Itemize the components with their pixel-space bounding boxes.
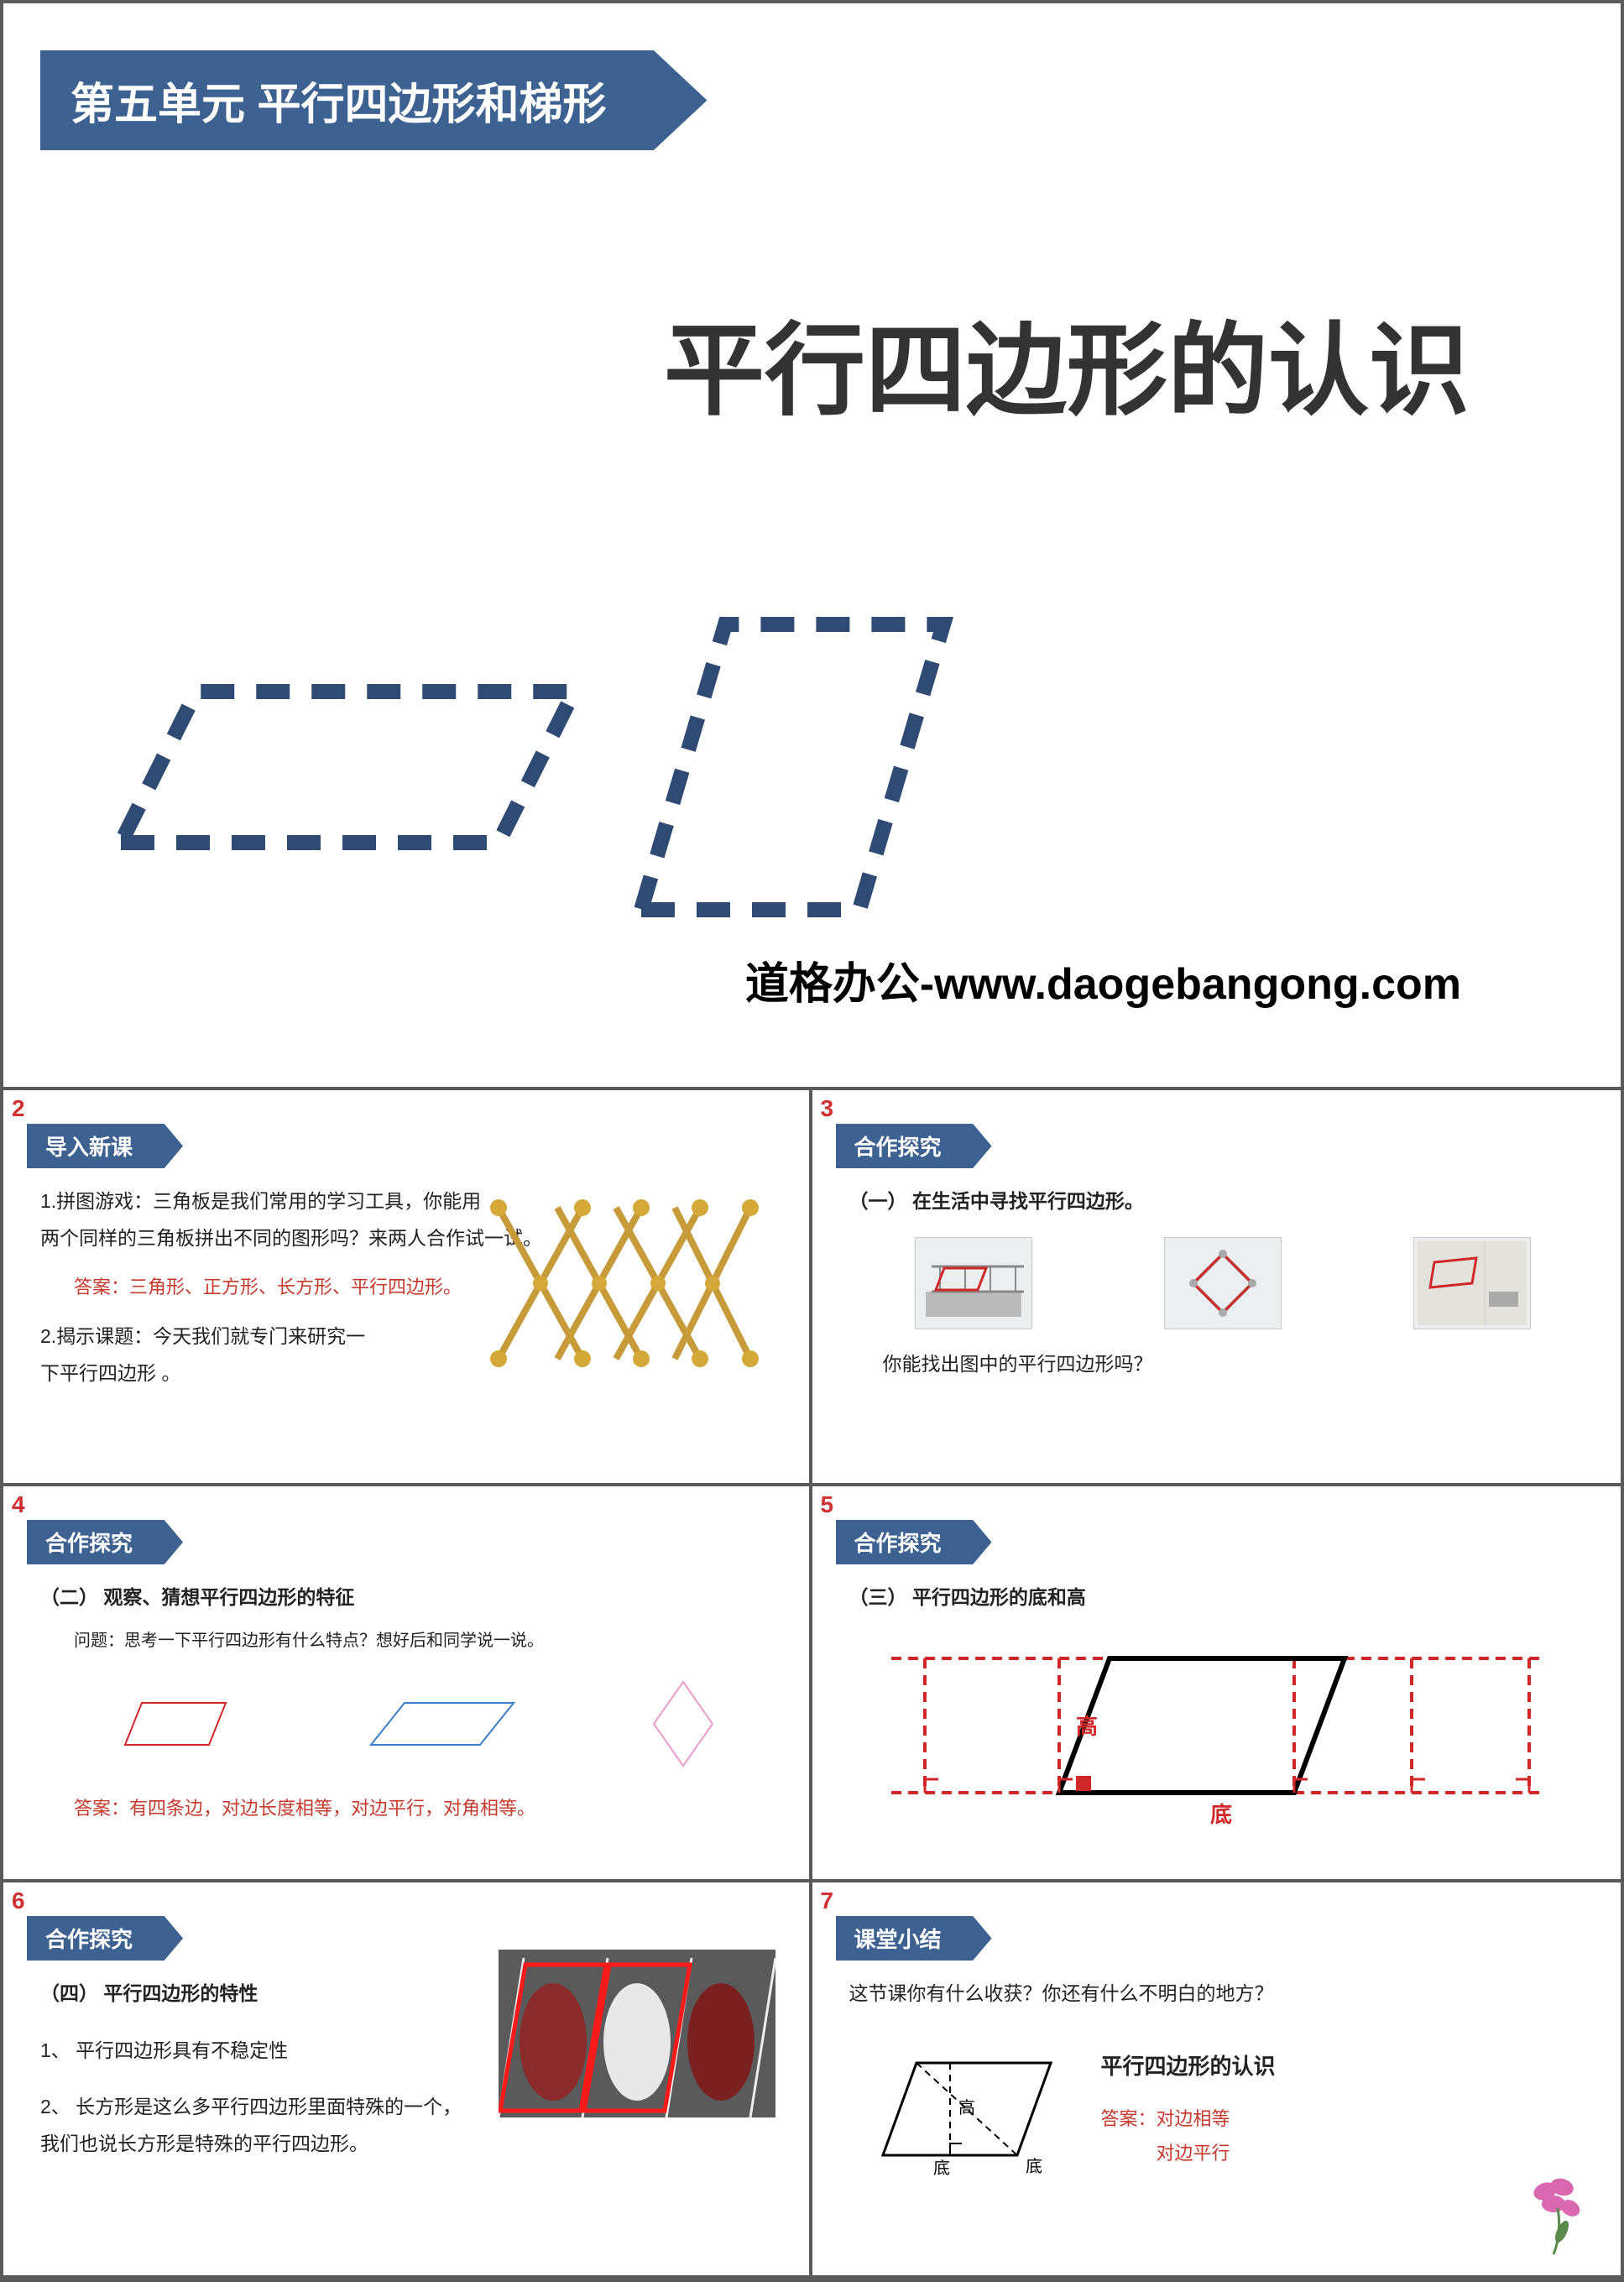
base-height-diagram: 高 底 (875, 1625, 1563, 1843)
question-text: 这节课你有什么收获？你还有什么不明白的地方？ (849, 1976, 1598, 2013)
hero-footer-link: 道格办公-www.daogebangong.com (745, 948, 1461, 1011)
example-image-wall (1413, 1237, 1531, 1329)
example-image-jack (1164, 1237, 1282, 1329)
svg-text:底: 底 (1026, 2157, 1042, 2176)
slide-number: 3 (821, 1095, 834, 1122)
section-ribbon: 导入新课 (27, 1124, 183, 1168)
slide-6: 6 合作探究 （四） 平行四边形的特性 1、 平行四边形具有不稳定性 2、 长方… (3, 1882, 812, 2279)
parking-photo (499, 1950, 775, 2117)
slide-4: 4 合作探究 （二） 观察、猜想平行四边形的特征 问题：思考一下平行四边形有什么… (3, 1486, 812, 1882)
hero-parallelogram-shapes (54, 591, 977, 943)
question-text: 问题：思考一下平行四边形有什么特点？想好后和同学说一说。 (40, 1625, 786, 1657)
topic-label: 平行四边形的认识 (1101, 2046, 1276, 2087)
section-ribbon: 合作探究 (27, 1520, 183, 1564)
slide-number: 2 (12, 1095, 25, 1122)
slide-number: 7 (821, 1888, 834, 1914)
caption: 你能找出图中的平行四边形吗？ (849, 1346, 1598, 1383)
subheading: （三） 平行四边形的底和高 (849, 1579, 1598, 1616)
subheading: （四） 平行四边形的特性 (40, 1976, 480, 2013)
figure-row (849, 1237, 1598, 1329)
answer-line-1: 答案：对边相等 (1101, 2102, 1276, 2137)
subheading: （二） 观察、猜想平行四边形的特征 (40, 1579, 786, 1616)
blue-parallelogram (354, 1686, 522, 1762)
slide-number: 4 (12, 1491, 25, 1518)
page-container: 第五单元 平行四边形和梯形 平行四边形的认识 道格办公-www.daogeban… (0, 0, 1624, 2282)
slide-grid: 2 导入新课 1.拼图游戏：三角板是我们常用的学习工具，你能用 两个同样的三角板… (3, 1090, 1621, 2279)
answer-line-2: 对边平行 (1101, 2136, 1276, 2171)
slide-2: 2 导入新课 1.拼图游戏：三角板是我们常用的学习工具，你能用 两个同样的三角板… (3, 1090, 812, 1486)
example-image-railing (915, 1237, 1032, 1329)
svg-text:高: 高 (958, 2098, 975, 2117)
slide-body: （三） 平行四边形的底和高 (836, 1579, 1598, 1855)
slide-body: 这节课你有什么收获？你还有什么不明白的地方？ 高 底 底 平行四边形的认识 答案… (836, 1976, 1598, 2180)
answer-text: 答案：有四条边，对边长度相等，对边平行，对角相等。 (40, 1791, 786, 1826)
slide-body: （二） 观察、猜想平行四边形的特征 问题：思考一下平行四边形有什么特点？想好后和… (27, 1579, 786, 1825)
orchid-decoration-icon (1512, 2166, 1604, 2258)
slide-body: （一） 在生活中寻找平行四边形。 (836, 1183, 1598, 1382)
slide-5: 5 合作探究 （三） 平行四边形的底和高 (812, 1486, 1621, 1882)
shape-row (40, 1673, 786, 1774)
base-label: 底 (1210, 1802, 1232, 1827)
subheading: （一） 在生活中寻找平行四边形。 (849, 1183, 1598, 1220)
point-2: 2、 长方形是这么多平行四边形里面特殊的一个，我们也说长方形是特殊的平行四边形。 (40, 2089, 480, 2162)
point-1: 1、 平行四边形具有不稳定性 (40, 2033, 480, 2070)
hero-title: 平行四边形的认识 (664, 289, 1470, 435)
summary-parallelogram-diagram: 高 底 底 (849, 2038, 1068, 2180)
slide-7: 7 课堂小结 这节课你有什么收获？你还有什么不明白的地方？ 高 底 底 平 (812, 1882, 1621, 2279)
slide-body: （四） 平行四边形的特性 1、 平行四边形具有不稳定性 2、 长方形是这么多平行… (27, 1976, 480, 2163)
section-ribbon: 合作探究 (836, 1520, 992, 1564)
height-label: 高 (1076, 1714, 1098, 1739)
red-parallelogram (100, 1686, 234, 1762)
section-ribbon: 课堂小结 (836, 1916, 992, 1961)
slide-number: 5 (821, 1491, 834, 1518)
section-ribbon: 合作探究 (27, 1916, 183, 1961)
section-ribbon: 合作探究 (836, 1124, 992, 1168)
scissor-gate-figure (490, 1174, 759, 1392)
hero-slide: 第五单元 平行四边形和梯形 平行四边形的认识 道格办公-www.daogeban… (3, 3, 1621, 1090)
pink-rhombus (641, 1673, 725, 1774)
svg-text:底: 底 (933, 2159, 950, 2178)
slide-3: 3 合作探究 （一） 在生活中寻找平行四边形。 (812, 1090, 1621, 1486)
slide-number: 6 (12, 1888, 25, 1914)
unit-ribbon: 第五单元 平行四边形和梯形 (40, 50, 707, 150)
